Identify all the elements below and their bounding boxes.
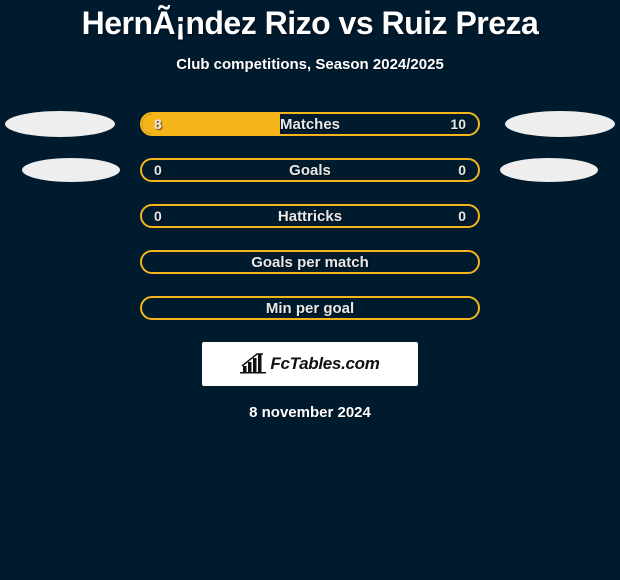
logo-box[interactable]: FcTables.com [202,342,418,386]
player-left-ellipse [22,158,120,182]
stat-bar: Matches810 [140,112,480,136]
stat-label: Goals per match [142,252,478,272]
chart-container: HernÃ¡ndez Rizo vs Ruiz Preza Club compe… [0,0,620,580]
stat-bar: Goals0 0 [140,158,480,182]
stat-value-left: 0 [142,206,174,226]
player-right-ellipse [500,158,598,182]
chart-icon [240,353,266,375]
stat-label: Min per goal [142,298,478,318]
stat-row: Goals0 0 [0,158,620,182]
stat-value-left: 0 [142,160,174,180]
page-title: HernÃ¡ndez Rizo vs Ruiz Preza [0,5,620,42]
stat-value-right: 10 [438,114,478,134]
stat-bar: Hattricks0 0 [140,204,480,228]
stats-rows: Matches810Goals00Hattricks00Goals per ma… [0,112,620,320]
player-left-ellipse [5,111,115,137]
stat-bar: Goals per match [140,250,480,274]
stat-row: Hattricks0 0 [0,204,620,228]
logo-text: FcTables.com [270,354,379,374]
subtitle: Club competitions, Season 2024/2025 [0,56,620,73]
stat-row: Min per goal [0,296,620,320]
stat-bar: Min per goal [140,296,480,320]
stat-row: Goals per match [0,250,620,274]
date-label: 8 november 2024 [0,404,620,421]
stat-label: Hattricks [142,206,478,226]
stat-value-right: 0 [446,206,478,226]
stat-value-right: 0 [446,160,478,180]
bar-fill-left [142,114,280,134]
stat-label: Goals [142,160,478,180]
stat-row: Matches810 [0,112,620,136]
player-right-ellipse [505,111,615,137]
